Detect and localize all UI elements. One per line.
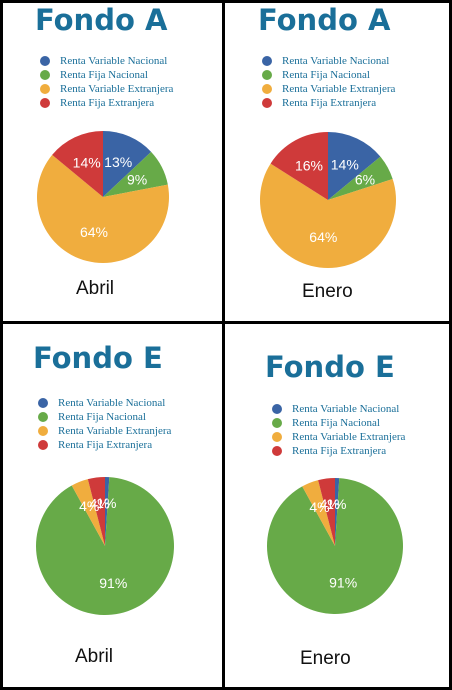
pie-slice xyxy=(260,163,396,268)
legend-swatch xyxy=(262,56,272,66)
pie-data-label: 4% xyxy=(320,496,340,512)
legend-swatch xyxy=(38,440,48,450)
legend-swatch xyxy=(272,446,282,456)
legend-swatch xyxy=(262,98,272,108)
chart-title: Fondo A xyxy=(258,3,391,37)
panel-fondo-e-enero: Fondo E Renta Variable Nacional Renta Fi… xyxy=(225,324,449,687)
legend-swatch xyxy=(38,412,48,422)
legend-label: Renta Variable Extranjera xyxy=(58,425,172,437)
legend-label: Renta Variable Nacional xyxy=(58,397,166,409)
pie-slice xyxy=(328,156,393,200)
period-label: Enero xyxy=(302,281,353,302)
pie-chart: 1% 91% 4%4% xyxy=(267,478,403,614)
legend-swatch xyxy=(262,70,272,80)
legend-label: Renta Fija Extranjera xyxy=(60,97,155,109)
pie-slice xyxy=(302,480,335,546)
legend-swatch xyxy=(272,404,282,414)
period-label: Abril xyxy=(76,278,115,299)
pie-data-label: 13% xyxy=(104,154,132,170)
legend-label: Renta Fija Nacional xyxy=(282,69,370,81)
pie-data-label: 6% xyxy=(355,172,375,188)
legend-label: Renta Variable Nacional xyxy=(292,403,400,415)
pie-data-label: 64% xyxy=(309,229,337,245)
legend-label: Renta Fija Nacional xyxy=(292,417,380,429)
pie-slice xyxy=(87,477,105,546)
legend-swatch xyxy=(40,98,50,108)
chart-title: Fondo E xyxy=(265,350,395,384)
chart-title: Fondo E xyxy=(33,341,163,375)
legend-label: Renta Variable Extranjera xyxy=(292,431,406,443)
panel-fondo-a-enero: Fondo A Renta Variable Nacional Renta Fi… xyxy=(225,0,449,321)
pie-data-label: 14% xyxy=(73,154,101,170)
pie-slice xyxy=(318,478,335,546)
grid-border-left xyxy=(0,0,3,690)
legend-swatch xyxy=(40,84,50,94)
pie-slice xyxy=(328,132,381,200)
period-label: Abril xyxy=(75,646,114,667)
legend-swatch xyxy=(272,418,282,428)
pie-slice xyxy=(105,477,110,546)
pie-data-label: 1% xyxy=(96,495,116,511)
legend-label: Renta Fija Extranjera xyxy=(292,445,387,457)
pie-slice xyxy=(267,478,403,614)
legend-label: Renta Variable Extranjera xyxy=(60,83,174,95)
pie-data-label: 4% xyxy=(90,496,110,512)
pie-data-label: 91% xyxy=(99,575,127,591)
pie-chart: 1% 91% 4%4% xyxy=(35,477,174,615)
legend-label: Renta Fija Nacional xyxy=(58,411,146,423)
pie-data-label: 91% xyxy=(329,574,357,590)
legend-swatch xyxy=(272,432,282,442)
grid-border-top xyxy=(0,0,452,3)
pie-slice xyxy=(71,479,105,546)
pie-data-label: 4% xyxy=(79,498,99,514)
pie-slice xyxy=(52,131,103,197)
legend-swatch xyxy=(262,84,272,94)
pie-slice xyxy=(37,154,169,263)
period-label: Enero xyxy=(300,648,351,669)
grid-divider-vertical xyxy=(222,0,225,690)
legend-label: Renta Variable Extranjera xyxy=(282,83,396,95)
pie-data-label: 9% xyxy=(127,172,147,188)
legend-label: Renta Fija Extranjera xyxy=(282,97,377,109)
pie-chart: 14%6% 64% 16% xyxy=(260,132,396,268)
pie-slice xyxy=(335,478,340,546)
legend-label: Renta Variable Nacional xyxy=(282,55,390,67)
pie-chart: 13% 9% 64% 14% xyxy=(37,131,169,263)
legend-swatch xyxy=(40,70,50,80)
legend-swatch xyxy=(38,426,48,436)
grid-border-bottom xyxy=(0,687,452,690)
pie-slice xyxy=(35,477,174,615)
chart-title: Fondo A xyxy=(35,3,168,37)
pie-data-label: 14% xyxy=(331,156,359,172)
pie-slice xyxy=(103,131,152,197)
pie-slice xyxy=(103,151,168,197)
legend-swatch xyxy=(40,56,50,66)
pie-data-label: 1% xyxy=(326,496,346,512)
grid-divider-horizontal xyxy=(0,321,452,324)
pie-data-label: 4% xyxy=(309,499,329,515)
legend-label: Renta Variable Nacional xyxy=(60,55,168,67)
legend-label: Renta Fija Extranjera xyxy=(58,439,153,451)
legend-swatch xyxy=(38,398,48,408)
panel-fondo-e-abril: Fondo E Renta Variable Nacional Renta Fi… xyxy=(0,324,222,687)
pie-slice xyxy=(270,132,328,200)
pie-data-label: 64% xyxy=(80,224,108,240)
grid-border-right xyxy=(449,0,452,690)
panel-fondo-a-abril: Fondo A Renta Variable Nacional Renta Fi… xyxy=(0,0,222,321)
pie-data-label: 16% xyxy=(295,157,323,173)
legend-label: Renta Fija Nacional xyxy=(60,69,148,81)
